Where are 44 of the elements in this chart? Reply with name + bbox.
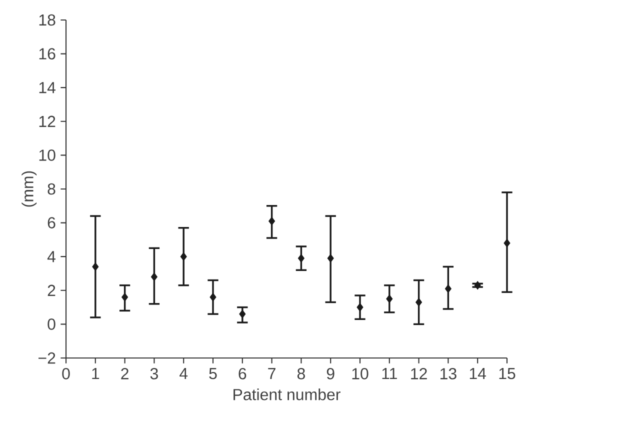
x-tick-label: 8 [297,368,305,380]
x-tick-label: 2 [121,368,128,380]
y-tick-label: 6 [48,217,56,228]
x-tick-label: 0 [62,368,70,380]
y-tick-label: 0 [48,318,56,330]
point [298,254,304,263]
point [474,281,481,290]
point [210,292,216,302]
point [122,292,128,302]
point [268,216,276,226]
y-tick-label: 12 [39,116,56,127]
y-tick-label: 18 [39,14,56,26]
point [239,310,246,318]
x-tick-label: 9 [326,368,334,380]
point [416,298,422,306]
x-tick-label: 6 [238,368,246,380]
x-tick-label: 3 [150,368,158,380]
x-tick-label: 4 [180,368,188,380]
point [180,252,187,261]
y-tick-label: 16 [39,48,56,60]
x-tick-label: 11 [382,368,397,380]
point [356,303,364,312]
y-axis-title: (mm) [22,171,37,207]
point [92,262,99,271]
x-tick-label: 10 [352,368,368,380]
y-tick-label: 8 [48,183,56,195]
y-tick-label: 2 [48,284,56,296]
point [150,272,158,282]
x-tick-label: 13 [440,368,456,380]
x-tick-label: 12 [411,368,427,380]
x-tick-label: 15 [499,368,516,380]
y-tick-label: −2 [38,352,56,364]
x-axis-title: Patient number [234,388,340,400]
y-tick-label: 10 [39,150,56,161]
y-tick-label: 14 [39,82,56,94]
x-tick-label: 1 [92,368,100,380]
y-tick-label: 4 [47,251,56,262]
point [504,238,510,248]
x-tick-label: 14 [470,368,486,380]
point [444,284,452,293]
x-tick-label: 5 [209,368,217,380]
point [327,254,334,263]
point [386,294,393,304]
x-tick-label: 7 [268,368,276,380]
